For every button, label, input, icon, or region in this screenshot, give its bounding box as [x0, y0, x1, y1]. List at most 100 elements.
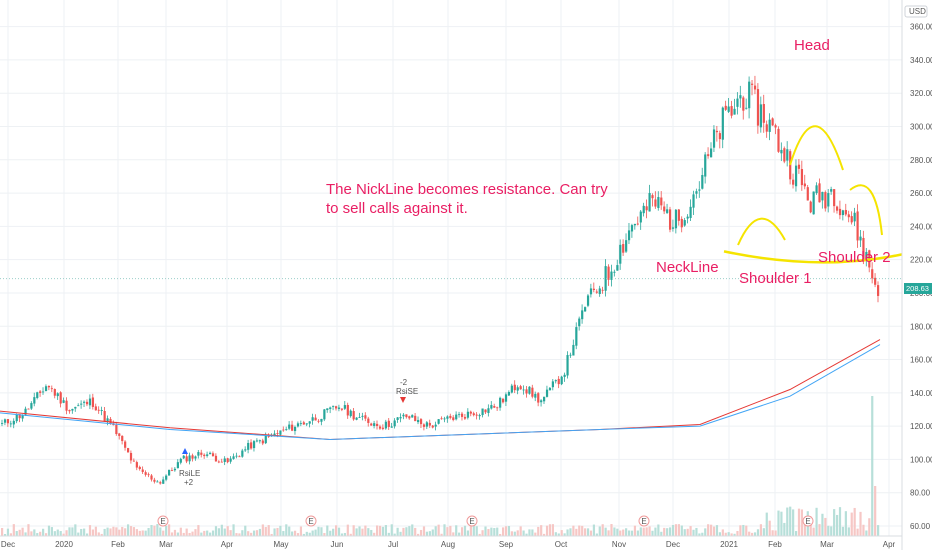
candle-body [877, 285, 880, 296]
volume-bar [874, 486, 877, 536]
volume-bar [668, 527, 672, 536]
candle-body [285, 429, 288, 430]
volume-bar [704, 528, 707, 536]
candle-body [545, 389, 549, 397]
volume-bar [718, 532, 721, 536]
volume-bar [376, 525, 379, 536]
candle-body [575, 327, 578, 346]
candle-body [627, 230, 631, 241]
volume-bar [833, 509, 836, 536]
volume-bar [513, 531, 516, 536]
candle-body [226, 458, 229, 463]
candle-body [387, 420, 390, 427]
volume-bar [824, 517, 827, 536]
volume-bar [736, 531, 739, 536]
candle-body [525, 389, 528, 394]
volume-bar [402, 527, 405, 536]
volume-bar [97, 532, 100, 536]
candle-body [56, 393, 59, 397]
volume-bar [537, 526, 540, 536]
candle-body [358, 417, 361, 418]
volume-bar [229, 530, 232, 536]
volume-bar [85, 533, 89, 536]
y-tick-label: 120.00 [910, 422, 932, 431]
volume-bar [809, 516, 812, 536]
candle-body [821, 191, 824, 201]
volume-bar [589, 530, 593, 536]
candle-body [346, 404, 349, 416]
earnings-marker-label: E [641, 517, 646, 526]
volume-bar [463, 525, 467, 536]
candle-body [141, 469, 144, 472]
candle-body [370, 423, 373, 426]
volume-bar [742, 524, 745, 536]
volume-bar [780, 511, 783, 536]
volume-bar [774, 530, 777, 536]
candle-body [182, 455, 185, 459]
volume-bar [803, 522, 806, 536]
volume-bar [657, 524, 660, 536]
candle-body [124, 441, 127, 448]
volume-bar [144, 530, 147, 536]
volume-bar [856, 528, 859, 536]
volume-bar [414, 527, 417, 536]
candle-body [762, 104, 765, 123]
candle-body [733, 108, 736, 115]
volume-bar [443, 524, 446, 536]
volume-bar [115, 527, 118, 536]
volume-bar [150, 524, 153, 536]
candle-body [569, 354, 572, 356]
candle-body [417, 420, 420, 423]
candle-body [850, 216, 853, 223]
volume-bar [543, 533, 546, 536]
candle-body [74, 406, 77, 409]
candle-body [153, 479, 156, 482]
candle-body [3, 419, 7, 423]
candle-body [279, 430, 282, 435]
candle-body [601, 289, 604, 291]
candle-body [701, 174, 704, 189]
volume-bar [247, 531, 250, 536]
volume-bar [712, 526, 716, 536]
volume-bar [458, 532, 461, 536]
candle-body [458, 414, 461, 416]
candle-body [402, 414, 405, 417]
volume-bar [680, 525, 683, 536]
candle-body [376, 423, 379, 426]
candle-body [780, 149, 783, 154]
volume-bar [118, 529, 121, 536]
candle-body [777, 128, 780, 152]
volume-bar [786, 507, 789, 536]
candle-body [578, 318, 581, 327]
candle-body [308, 421, 311, 424]
candle-body [276, 433, 279, 434]
candle-body [129, 452, 133, 461]
volume-bar [431, 529, 434, 536]
candle-body [865, 251, 868, 261]
candle-body [724, 105, 727, 110]
candle-body [692, 194, 695, 208]
volume-bar [305, 531, 308, 536]
volume-bar [91, 529, 95, 536]
volume-bar [595, 533, 598, 536]
volume-bar [698, 533, 701, 536]
volume-bar [346, 524, 349, 536]
candle-body [390, 426, 393, 428]
note-line-2: to sell calls against it. [326, 200, 468, 217]
candle-body [589, 288, 593, 295]
volume-bar [159, 527, 162, 536]
volume-bar [167, 524, 171, 536]
x-tick-label: May [273, 540, 288, 549]
candle-body [209, 452, 212, 455]
volume-bar [534, 532, 537, 536]
volume-bar [126, 524, 130, 536]
y-tick-label: 80.00 [910, 489, 931, 498]
candle-body [630, 225, 634, 232]
candle-body [537, 393, 540, 403]
candle-body [437, 419, 440, 424]
candle-body [472, 413, 475, 416]
volume-bar [384, 525, 387, 536]
candle-body [340, 408, 344, 410]
candle-body [499, 397, 502, 408]
volume-bar [619, 530, 622, 536]
